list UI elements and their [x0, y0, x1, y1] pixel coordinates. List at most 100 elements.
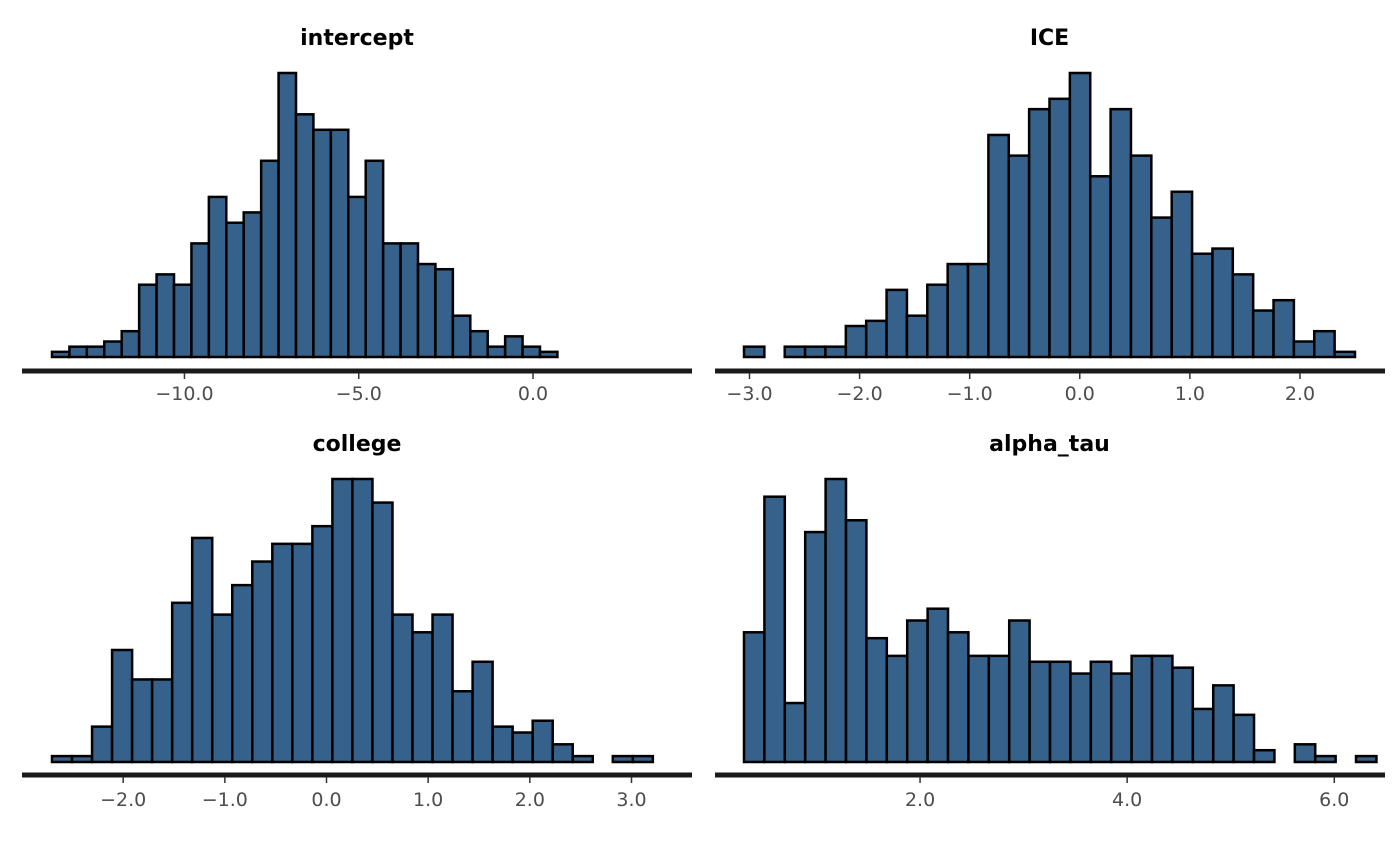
histogram-bar — [926, 283, 949, 359]
histogram-bar — [1048, 660, 1072, 764]
panel-alpha-tau: alpha_tau 2.0 4.0 6.0 — [715, 432, 1385, 811]
x-tick-label: 0.0 — [1065, 383, 1095, 405]
histogram-bar — [1150, 216, 1173, 359]
histogram-bar — [70, 754, 94, 764]
histogram-bar — [486, 345, 507, 359]
histogram-bar — [865, 636, 889, 764]
histogram-bar — [1068, 71, 1092, 359]
histogram-bar — [905, 619, 929, 764]
histogram-bar — [411, 631, 434, 764]
panel-intercept: intercept −10.0 −5.0 0.0 — [22, 26, 692, 405]
panel-title: intercept — [300, 26, 414, 51]
histogram-bar — [511, 731, 534, 764]
histogram-bar — [434, 267, 455, 359]
histogram-bar — [207, 195, 228, 359]
histogram-bar — [571, 754, 595, 764]
x-tick-label: −3.0 — [726, 383, 772, 405]
x-tick-label: 2.0 — [905, 789, 935, 811]
panel-title: alpha_tau — [989, 432, 1110, 457]
histogram-bar — [1211, 684, 1235, 764]
histogram-bar — [905, 314, 929, 359]
histogram-bar — [416, 262, 437, 359]
histogram-bar — [399, 242, 420, 359]
x-tick-label: 6.0 — [1319, 789, 1349, 811]
histogram-bar — [1048, 97, 1072, 359]
histogram-bar — [824, 345, 848, 359]
histogram-bar — [1272, 298, 1296, 359]
histogram-bar — [987, 133, 1011, 359]
histogram-bar — [471, 660, 494, 764]
histogram-bar — [1191, 707, 1215, 764]
histogram-bar — [1170, 190, 1194, 359]
histogram-bar — [312, 128, 333, 359]
x-tick-label: 0.0 — [311, 789, 341, 811]
histogram-bar — [491, 725, 514, 764]
histogram-bar — [844, 324, 868, 359]
histogram-bar — [763, 495, 787, 764]
histogram-bar — [225, 221, 245, 359]
x-tick-label: −1.0 — [202, 789, 248, 811]
histogram-bar — [742, 345, 766, 359]
histogram-bar — [1109, 672, 1133, 764]
histogram-bar — [946, 262, 970, 359]
histogram-bar — [503, 335, 524, 359]
histogram-bar — [381, 242, 402, 359]
histogram-bar — [824, 477, 848, 764]
histogram-bar — [1130, 654, 1154, 764]
histogram-bar — [170, 601, 194, 764]
histogram-bar — [946, 631, 970, 764]
histogram-bar — [172, 283, 193, 359]
histogram-bar — [347, 195, 367, 359]
x-tick-label: 1.0 — [1175, 383, 1205, 405]
histogram-bar — [371, 501, 394, 764]
histogram-bar — [431, 613, 454, 764]
histogram-bar — [242, 211, 263, 359]
histogram-bar — [1027, 107, 1051, 359]
histogram-bar — [1292, 340, 1316, 359]
x-tick-label: 4.0 — [1112, 789, 1142, 811]
histogram-bar — [967, 654, 991, 764]
histogram-bar — [1354, 754, 1378, 764]
histogram-bar — [469, 329, 489, 359]
histogram-bar — [210, 613, 234, 764]
histogram-bar — [68, 345, 89, 359]
histogram-bar — [1007, 619, 1031, 764]
x-tick-label: −2.0 — [837, 383, 883, 405]
panel-ICE: ICE −3.0 −2.0 −1.0 0.0 1.0 2.0 — [715, 26, 1385, 405]
histogram-bar — [1089, 660, 1113, 764]
histogram-bar — [271, 542, 294, 764]
histogram-bar — [311, 524, 334, 764]
x-tick-label: −2.0 — [100, 789, 146, 811]
histogram-bar — [1028, 660, 1052, 764]
histogram-bar — [1313, 329, 1336, 359]
histogram-bar — [103, 340, 123, 359]
histogram-bar — [1333, 350, 1357, 359]
histogram-bar — [277, 71, 298, 359]
histogram-bar — [783, 345, 807, 359]
histogram-bar — [803, 345, 827, 359]
histogram-bar — [190, 536, 214, 764]
histogram-bar — [1129, 154, 1153, 359]
histogram-bar — [251, 560, 274, 764]
histogram-bar — [259, 159, 280, 359]
histogram-bar — [631, 754, 655, 764]
histogram-bar — [1150, 654, 1174, 764]
histogram-bar — [966, 262, 990, 359]
histogram-bar — [364, 159, 385, 359]
x-tick-label: 2.0 — [1285, 383, 1315, 405]
histogram-bar — [1007, 154, 1031, 359]
histogram-bar — [231, 583, 254, 764]
x-tick-label: −1.0 — [947, 383, 993, 405]
histogram-bar — [1313, 754, 1337, 764]
histogram-bar — [50, 754, 74, 764]
histogram-bar — [1088, 175, 1112, 359]
histogram-bar — [803, 530, 827, 764]
histogram-bar — [885, 288, 909, 359]
x-tick-label: 0.0 — [518, 383, 548, 405]
histogram-bar — [1069, 672, 1093, 764]
histogram-bar — [90, 725, 114, 764]
histogram-bar — [844, 519, 868, 764]
histogram-bar — [926, 607, 950, 764]
histogram-bar — [551, 743, 574, 764]
